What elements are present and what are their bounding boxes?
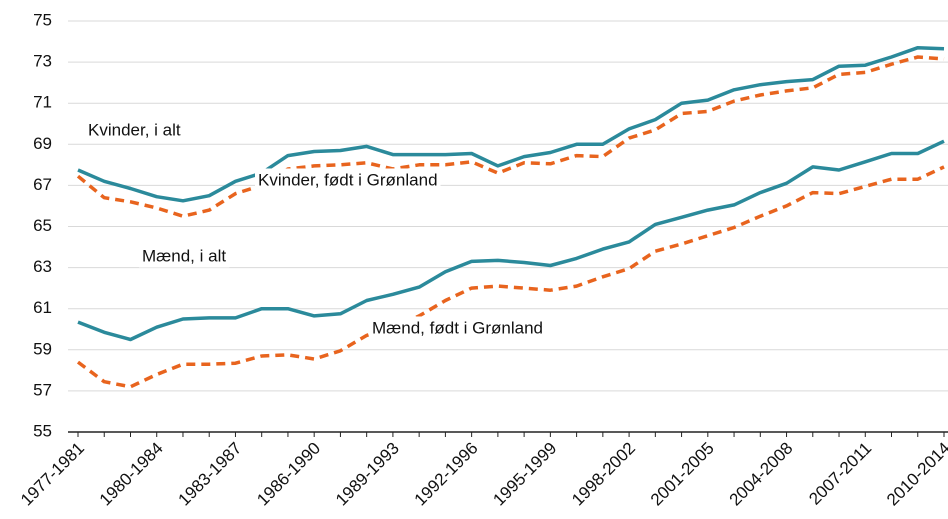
x-tick-label: 2001-2005 xyxy=(647,439,718,510)
y-tick-label: 65 xyxy=(33,216,52,235)
y-tick-label: 59 xyxy=(33,339,52,358)
series-label: Kvinder, i alt xyxy=(85,118,184,142)
series-line xyxy=(76,165,945,389)
series-label: Mænd, født i Grønland xyxy=(369,316,547,340)
x-tick-label: 1977-1981 xyxy=(17,439,88,510)
y-tick-label: 55 xyxy=(33,421,52,440)
series-line xyxy=(77,45,945,203)
x-tick-label: 1995-1999 xyxy=(489,439,560,510)
series-label-text: Kvinder, født i Grønland xyxy=(258,170,438,189)
y-tick-label: 63 xyxy=(33,257,52,276)
y-tick-label: 75 xyxy=(33,10,52,29)
x-tick-label: 1992-1996 xyxy=(411,439,482,510)
y-tick-label: 57 xyxy=(33,380,52,399)
y-tick-label: 73 xyxy=(33,52,52,71)
x-tick-label: 1983-1987 xyxy=(175,439,246,510)
x-tick-label: 2007-2011 xyxy=(805,439,875,509)
x-tick-label: 1989-1993 xyxy=(332,439,403,510)
x-tick-label: 2010-2014 xyxy=(883,439,948,510)
y-tick-label: 69 xyxy=(33,134,52,153)
series-line xyxy=(77,139,945,342)
y-tick-label: 67 xyxy=(33,175,52,194)
series-label: Kvinder, født i Grønland xyxy=(255,168,441,192)
label-background xyxy=(369,316,547,340)
x-tick-label: 1986-1990 xyxy=(253,439,324,510)
label-background xyxy=(139,244,230,268)
label-background xyxy=(255,168,441,192)
series-label-text: Kvinder, i alt xyxy=(88,120,181,139)
series-label-text: Mænd, i alt xyxy=(142,246,226,265)
series-label-text: Mænd, født i Grønland xyxy=(372,318,543,337)
series-label: Mænd, i alt xyxy=(139,244,230,268)
y-tick-label: 61 xyxy=(33,298,52,317)
series-line xyxy=(76,55,945,218)
x-tick-label: 1998-2002 xyxy=(568,439,639,510)
label-background xyxy=(85,118,184,142)
y-tick-label: 71 xyxy=(33,93,52,112)
x-tick-label: 2004-2008 xyxy=(726,439,797,510)
x-tick-label: 1980-1984 xyxy=(96,439,167,510)
